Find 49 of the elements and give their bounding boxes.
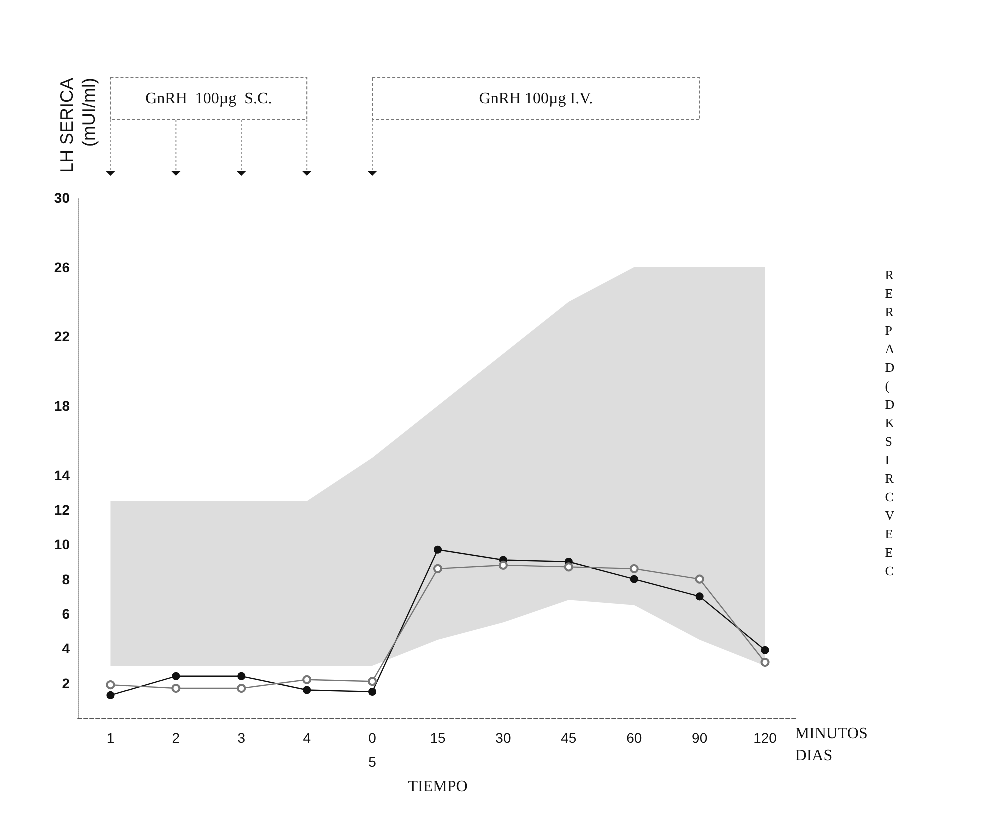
- point: [760, 658, 770, 668]
- text: DIAS: [795, 748, 833, 764]
- y-tick-label: 12: [54, 502, 70, 518]
- y-tick-label: 6: [62, 606, 70, 622]
- text: GnRH 100µg I.V.: [479, 90, 594, 108]
- x-tick-label: 1: [106, 730, 115, 746]
- x-tick-label: 60: [626, 730, 642, 746]
- point: [106, 680, 116, 690]
- y-tick-label: 26: [54, 259, 70, 276]
- point: [434, 546, 442, 554]
- y-tick-label: 14: [54, 467, 70, 484]
- point: [696, 592, 704, 601]
- x-tick-label: 2: [172, 730, 180, 746]
- x-tick-label: 0 5: [368, 730, 377, 770]
- y-tick-label: 2: [62, 675, 70, 692]
- point: [564, 562, 574, 572]
- point: [237, 684, 246, 694]
- point: [172, 672, 180, 680]
- text: GnRH 100µg S.C.: [146, 90, 272, 108]
- point: [368, 677, 378, 686]
- point: [695, 574, 704, 584]
- x-tick-label: 30: [496, 730, 512, 746]
- point: [434, 564, 442, 574]
- y-tick-label: 18: [54, 398, 70, 414]
- y-tick-label: 4: [62, 640, 70, 657]
- y-axis-title: LH SERICA (mUI/ml): [57, 78, 99, 174]
- point: [302, 675, 312, 684]
- y-tick-label: 8: [62, 571, 70, 588]
- x-tick-label: 45: [561, 730, 577, 746]
- point: [172, 684, 181, 694]
- text: R E R P A D ( D K S I R C V E E C: [885, 267, 895, 578]
- point: [498, 560, 508, 570]
- x-tick-label: 15: [430, 730, 446, 746]
- point: [303, 686, 312, 694]
- point: [630, 564, 639, 574]
- y-tick-label: 10: [54, 536, 70, 553]
- x-tick-label: 4: [303, 730, 312, 746]
- x-axis-title: TIEMPO: [408, 778, 468, 796]
- x-tick-label: 90: [692, 730, 708, 746]
- x-tick-label: 120: [754, 730, 778, 746]
- point: [106, 691, 115, 700]
- x-tick-label: 3: [238, 730, 246, 746]
- point: [761, 646, 770, 654]
- y-tick-label: 30: [54, 190, 70, 206]
- text: MINUTOS: [795, 726, 868, 742]
- point: [368, 688, 377, 696]
- y-tick-label: 22: [54, 328, 70, 345]
- point: [238, 672, 246, 680]
- point: [630, 575, 638, 584]
